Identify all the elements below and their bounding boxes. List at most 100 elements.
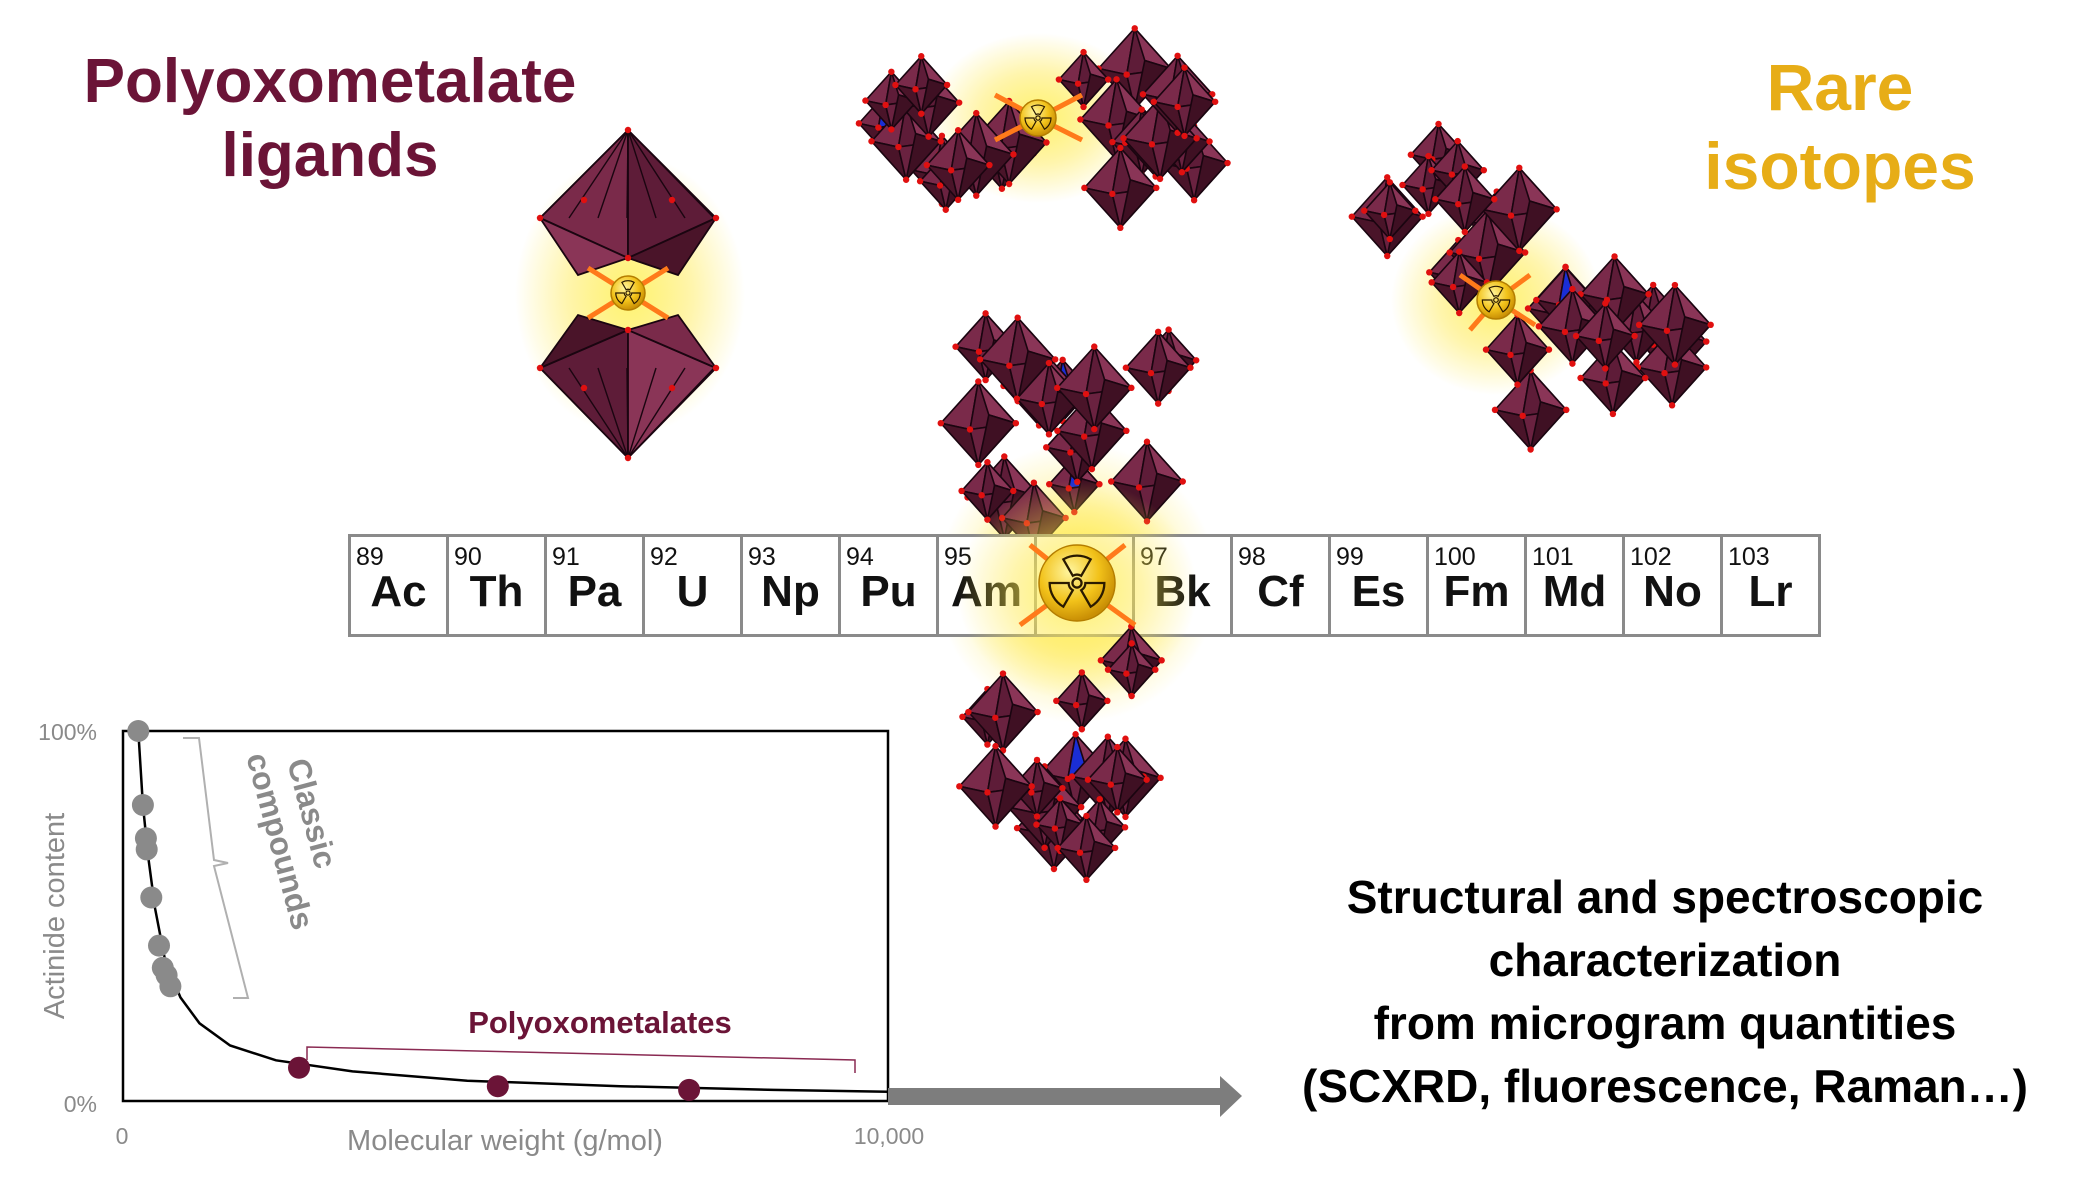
element-symbol: Pa [567, 567, 622, 616]
element-u: 92 U [645, 537, 743, 634]
atomic-number: 100 [1434, 543, 1476, 571]
octahedron [1081, 144, 1160, 232]
element-symbol: Fm [1443, 567, 1510, 616]
y-tick-100: 100% [38, 719, 97, 745]
octahedron [1428, 248, 1491, 317]
element-pu: 94 Pu [841, 537, 939, 634]
element-symbol: U [676, 567, 709, 616]
rare-isotopes-title: Rare isotopes [1660, 48, 2020, 206]
element-symbol: No [1643, 567, 1702, 616]
polyoxometalates-bracket [306, 1046, 856, 1073]
octahedron [1482, 311, 1553, 388]
element-md: 101 Md [1527, 537, 1625, 634]
left-title-line-2: ligands [221, 121, 439, 191]
classic-compound-point [135, 838, 158, 861]
octahedron [1432, 163, 1498, 236]
polyoxometalate-ligands-title: Polyoxometalate ligands [30, 45, 630, 194]
octahedron [1054, 812, 1119, 884]
octahedron [965, 670, 1041, 754]
x-tick-0: 0 [116, 1123, 129, 1149]
polyoxometalate-cluster [1482, 253, 1714, 453]
plot-frame [121, 729, 890, 1103]
atomic-number: 98 [1238, 543, 1266, 571]
x-axis-label: Molecular weight (g/mol) [347, 1125, 663, 1157]
atomic-number: 90 [454, 543, 482, 571]
octahedron [956, 742, 1035, 830]
element-symbol: Np [761, 567, 820, 616]
element-pa: 91 Pa [547, 537, 645, 634]
element-symbol: Cf [1257, 567, 1304, 616]
atomic-number: 99 [1336, 543, 1364, 571]
polyoxometalate-point [678, 1078, 701, 1101]
x-tick-10000: 10,000 [854, 1123, 924, 1149]
characterization-line-1: Structural and spectroscopic [1346, 871, 1984, 923]
octahedron [1055, 48, 1112, 111]
octahedron [1150, 64, 1219, 140]
atomic-number: 92 [650, 543, 678, 571]
atomic-number: 103 [1728, 543, 1770, 571]
actinide-periodic-row: 89Ac90Th91Pa92U93Np94Pu95Am97Bk98Cf99Es1… [348, 534, 1821, 637]
right-title-line-1: Rare [1766, 50, 1914, 124]
atomic-number: 93 [748, 543, 776, 571]
element-no: 102 No [1625, 537, 1723, 634]
octahedron [1008, 756, 1066, 820]
octahedron [1635, 281, 1714, 368]
characterization-line-4: (SCXRD, fluorescence, Raman…) [1302, 1060, 2028, 1113]
left-title-line-1: Polyoxometalate [83, 47, 577, 116]
element-symbol: Ac [370, 567, 427, 616]
radioactive-center-icon [1019, 99, 1057, 137]
radioactive-center-icon [1038, 544, 1116, 622]
octahedron [1491, 367, 1570, 453]
element-symbol: Es [1351, 567, 1406, 616]
element-lr: 103 Lr [1723, 537, 1818, 634]
element-symbol: Pu [860, 567, 917, 616]
y-tick-0: 0% [64, 1091, 97, 1117]
element-es: 99 Es [1331, 537, 1429, 634]
octahedron [892, 53, 951, 117]
classic-compound-point [159, 975, 182, 998]
octahedron [923, 127, 993, 204]
y-axis-label: Actinide content [39, 813, 71, 1019]
classic-compound-point [127, 720, 150, 742]
atomic-number: 91 [552, 543, 580, 571]
octahedron [1053, 669, 1111, 733]
element-symbol: Md [1542, 567, 1607, 616]
classic-compounds-bracket [183, 737, 250, 999]
characterization-text: Structural and spectroscopic characteriz… [1240, 866, 2090, 1118]
polyoxometalate-point [288, 1056, 310, 1079]
polyoxometalates-label: Polyoxometalates [468, 1005, 732, 1040]
arrow-head [1220, 1076, 1242, 1117]
atomic-number: 94 [846, 543, 874, 571]
octahedron [1104, 640, 1159, 700]
polyoxometalate-point [486, 1075, 509, 1098]
octahedron [1084, 743, 1150, 816]
octahedron [1572, 300, 1638, 372]
actinide-centers [610, 99, 1516, 320]
classic-compounds-label: Classic compounds [239, 739, 357, 933]
radioactive-center-icon [1476, 280, 1516, 320]
octahedron [1053, 343, 1135, 433]
classic-compound-point [140, 886, 163, 909]
right-title-line-2: isotopes [1704, 129, 1976, 204]
element-cf: 98 Cf [1233, 537, 1331, 634]
element-symbol: Th [469, 567, 524, 616]
octahedron [937, 378, 1020, 469]
element-fm: 100 Fm [1429, 537, 1527, 634]
element-np: 93 Np [743, 537, 841, 634]
characterization-line-3: from microgram quantities [1373, 997, 1957, 1050]
element-symbol: Lr [1748, 567, 1793, 616]
polyoxometalate-cluster [956, 623, 1165, 884]
element-ac: 89 Ac [351, 537, 449, 634]
atomic-number: 102 [1630, 543, 1672, 571]
octahedron [1361, 179, 1419, 243]
arrow-shaft [888, 1088, 1223, 1105]
radioactive-center-icon [610, 275, 646, 311]
atomic-number: 89 [356, 543, 384, 571]
polyoxometalate-cluster [855, 53, 1050, 213]
characterization-line-2: characterization [1488, 934, 1842, 987]
element-th: 90 Th [449, 537, 547, 634]
classic-compound-point [148, 934, 170, 957]
atomic-number: 101 [1532, 543, 1574, 571]
